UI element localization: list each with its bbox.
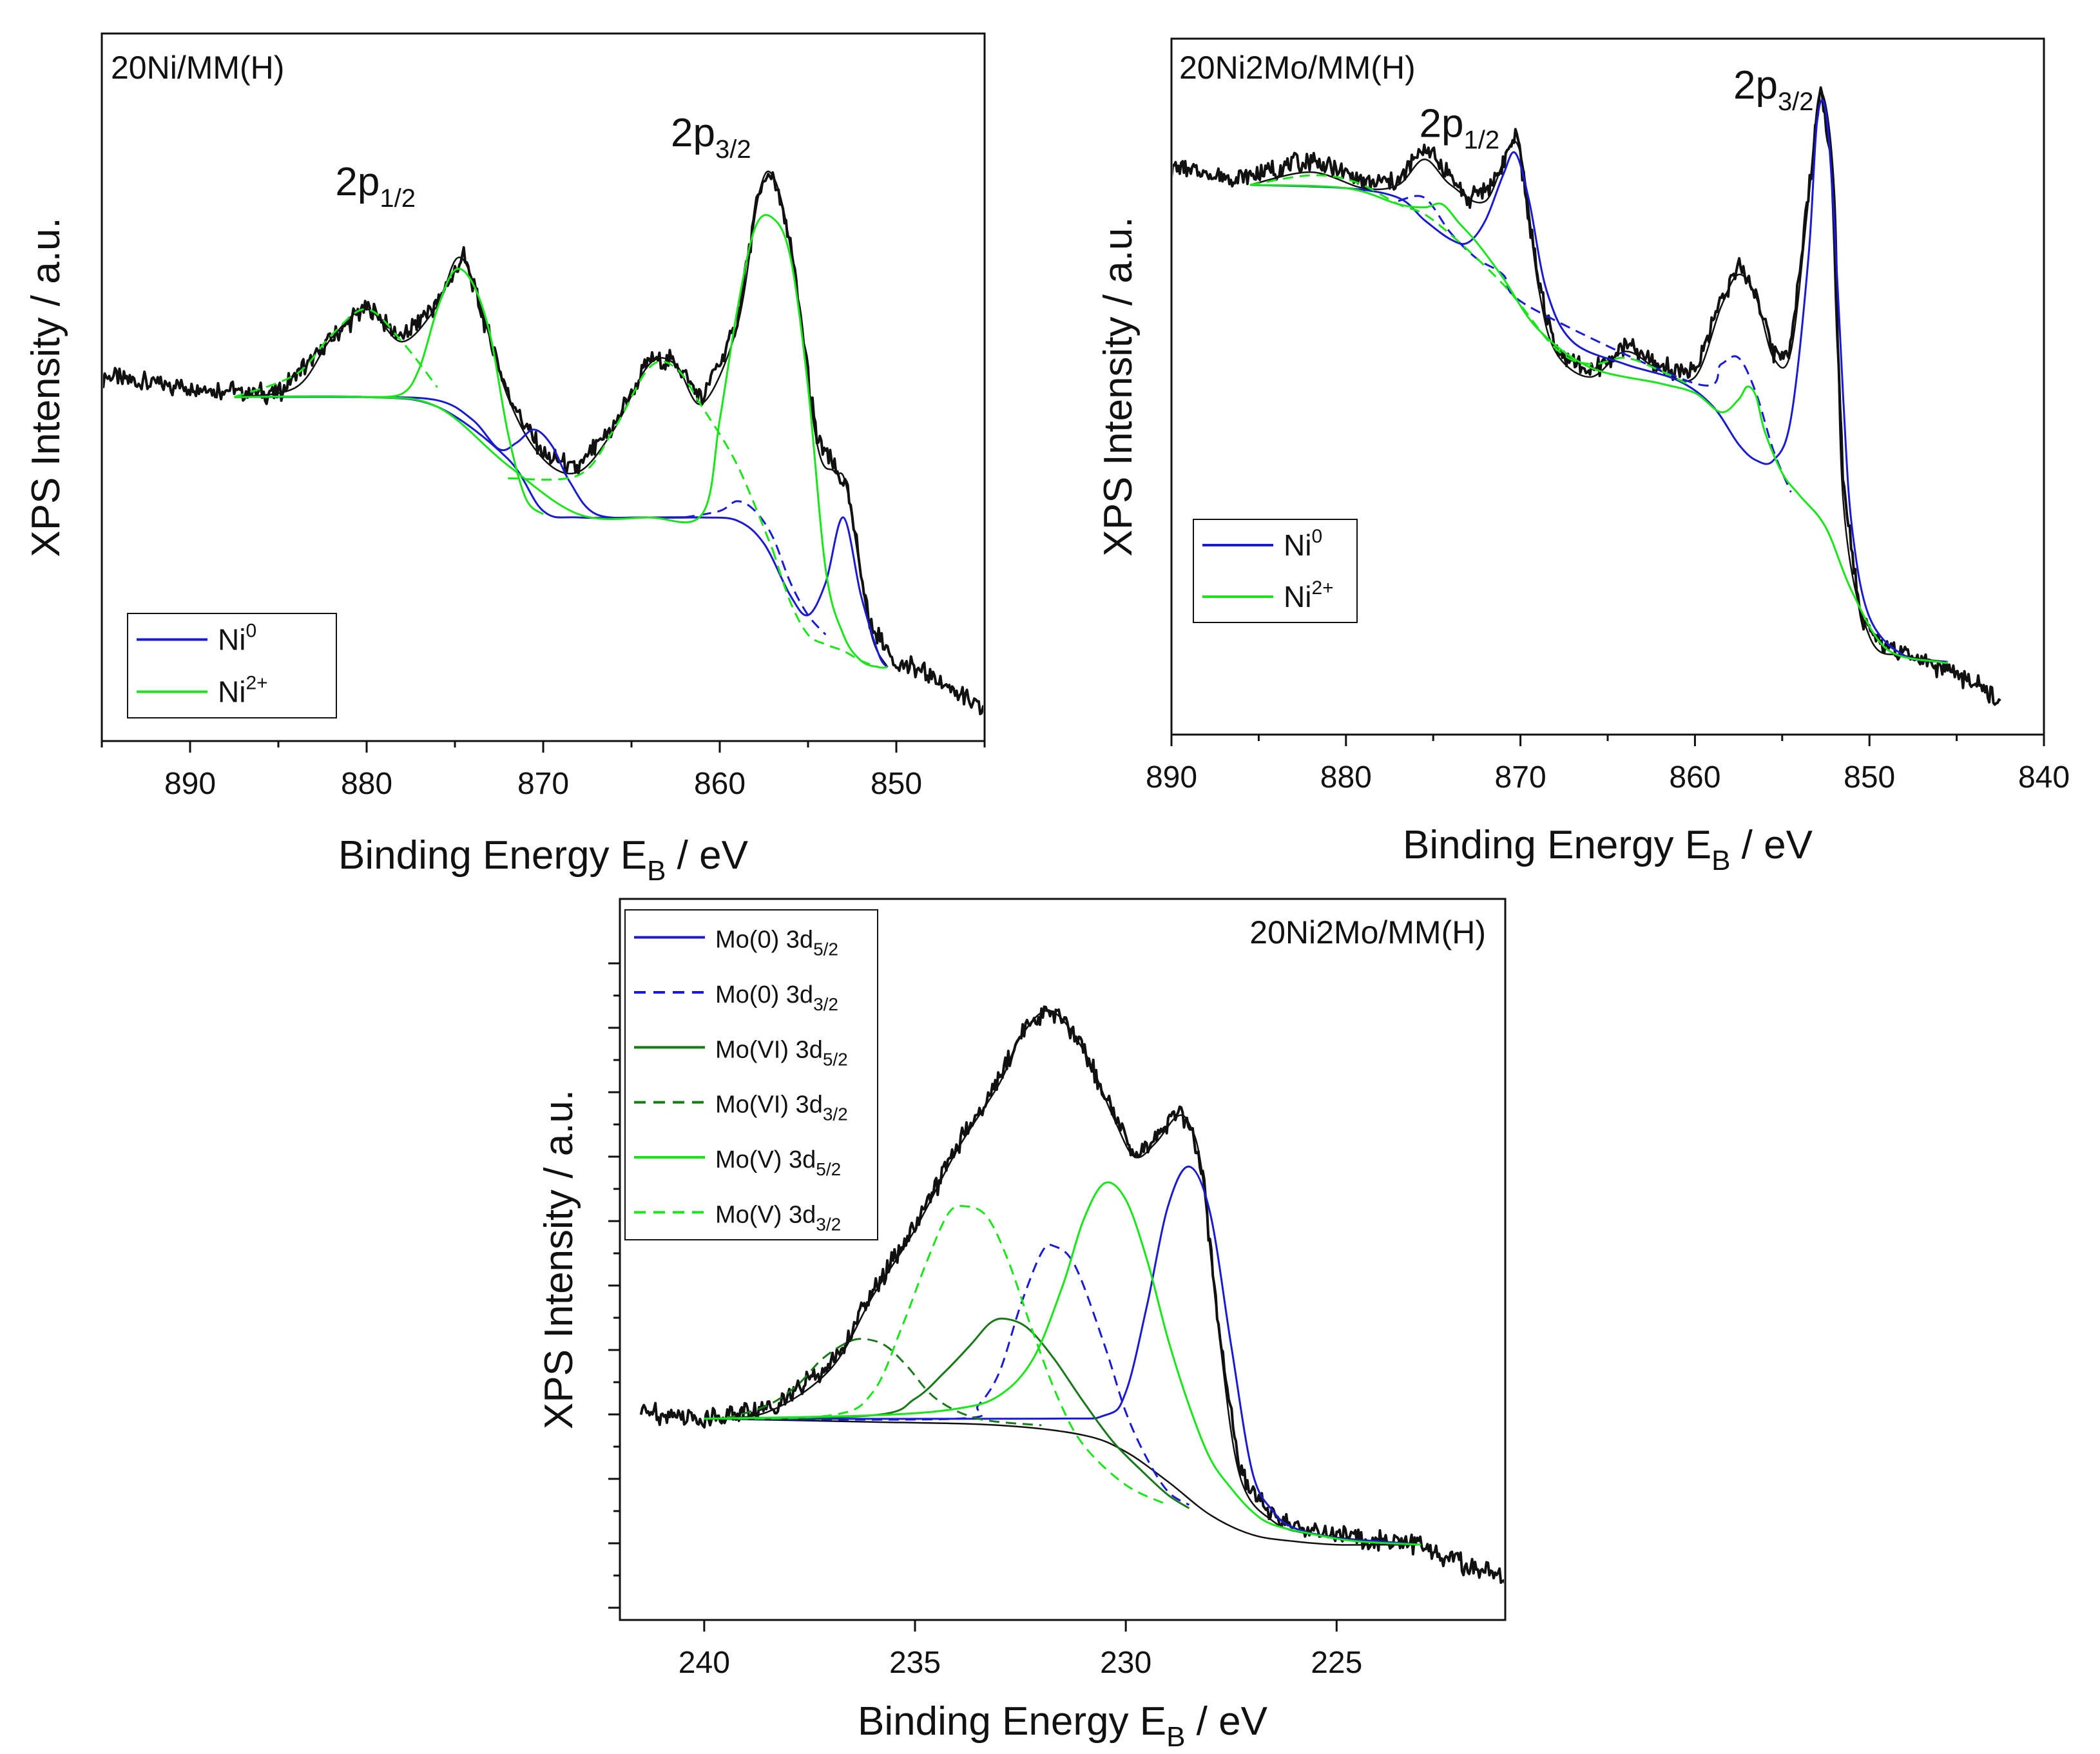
panel-title: 20Ni2Mo/MM(H): [1179, 50, 1416, 86]
legend-label: Ni2+: [1284, 577, 1334, 613]
x-tick-label: 850: [1844, 760, 1895, 795]
x-tick-label: 240: [679, 1646, 730, 1680]
peak-annotation: 2p1/2: [1420, 101, 1500, 154]
plot-frame: [1170, 37, 2045, 736]
legend-box: [127, 613, 337, 718]
legend-label: Mo(VI) 3d3/2: [715, 1092, 848, 1124]
x-axis-label-unit: / eV: [666, 833, 748, 878]
panel-mo-20ni2mo: 240 235 230 225 Binding Energy EB / eV XPS In…: [537, 898, 1507, 1753]
legend-label: Mo(V) 3d3/2: [715, 1201, 841, 1234]
legend-box: [1193, 519, 1358, 623]
series-line-ni2-sat-1: [233, 308, 438, 398]
legend-label: Ni2+: [218, 673, 268, 709]
series-line-mo-0-3d3-2: [704, 1244, 1190, 1506]
x-axis-label-text: Binding Energy E: [858, 1699, 1166, 1744]
x-tick-label: 880: [1320, 760, 1372, 795]
x-tick-label: 860: [694, 767, 746, 801]
legend-label: Mo(0) 3d5/2: [715, 927, 838, 959]
legend-box: [624, 909, 878, 1240]
x-tick-label: 230: [1100, 1646, 1151, 1680]
x-tick-label: 860: [1669, 760, 1720, 795]
x-tick-label: 890: [1146, 760, 1197, 795]
x-tick-label: 870: [1495, 760, 1546, 795]
series-line-ni2-satellite: [1249, 174, 1687, 385]
x-axis-label-text: Binding Energy E: [1403, 823, 1711, 867]
x-tick-label: 850: [871, 767, 922, 801]
peak-annotation: 2p3/2: [1733, 63, 1814, 116]
series-group: [1173, 86, 2001, 706]
legend-label: Ni0: [218, 621, 256, 657]
series-line-fit-envelope: [1249, 91, 1949, 663]
legend-label: Ni0: [1284, 526, 1322, 562]
x-axis-label: Binding Energy EB / eV: [858, 1699, 1268, 1753]
x-axis-label-unit: / eV: [1185, 1699, 1267, 1744]
series-line-ni2-sat-2: [508, 360, 774, 551]
x-axis-label: Binding Energy EB / eV: [338, 833, 749, 887]
series-group: [103, 170, 983, 715]
x-tick-label: 890: [164, 767, 216, 801]
legend-label: Mo(VI) 3d5/2: [715, 1036, 848, 1069]
series-line-ni0-2p1-2: [234, 396, 702, 519]
series-group: [639, 1005, 1504, 1585]
legend-label: Mo(0) 3d3/2: [715, 981, 838, 1014]
series-line-mo-v-3d5-2: [704, 1181, 1421, 1546]
x-axis-label: Binding Energy EB / eV: [1403, 823, 1813, 876]
series-line-experimental: [103, 171, 983, 715]
series-line-ni0-satellite: [684, 500, 827, 635]
legend: Ni0 Ni2+: [1193, 519, 1358, 623]
series-line-experimental: [1173, 86, 2001, 706]
series-line-fit-envelope: [234, 170, 889, 668]
x-axis-label-text: Binding Energy E: [338, 833, 647, 878]
peak-annotation: 2p3/2: [671, 111, 751, 164]
x-tick-label: 880: [341, 767, 392, 801]
panel-title: 20Ni2Mo/MM(H): [1249, 914, 1486, 950]
panel-ni-20ni2mo: 890 880 870 860 850 840 Binding Energy EB / eV…: [1096, 37, 2070, 876]
series-line-background: [704, 1418, 1421, 1546]
x-tick-label: 840: [2018, 760, 2070, 795]
x-axis-label-unit: / eV: [1730, 823, 1813, 867]
x-tick-label: 225: [1311, 1646, 1362, 1680]
series-line-ni0: [1249, 99, 1949, 663]
peak-annotation: 2p1/2: [335, 160, 416, 213]
series-line-ni2-2p1-2: [366, 267, 544, 516]
legend: Ni0 Ni2+: [127, 613, 337, 718]
x-tick-label: 235: [889, 1646, 941, 1680]
y-axis-label: XPS Intensity / a.u.: [24, 217, 68, 557]
y-axis-label: XPS Intensity / a.u.: [537, 1090, 581, 1429]
legend-label: Mo(V) 3d5/2: [715, 1146, 841, 1179]
x-axis-label-sub: B: [647, 855, 666, 887]
plot-frame: [619, 898, 1507, 1621]
series-line-mo-vi-3d5-2: [704, 1317, 1190, 1509]
series-line-mo-vi-3d3-2: [725, 1338, 1042, 1427]
panel-title: 20Ni/MM(H): [111, 50, 284, 86]
series-line-ni2-: [1249, 184, 1949, 664]
series-line-ni0-satellite: [1398, 195, 1792, 493]
series-line-mo-v-3d3-2: [704, 1204, 1169, 1506]
x-tick-label: 870: [517, 767, 569, 801]
x-axis-label-sub: B: [1711, 845, 1730, 876]
y-axis-label: XPS Intensity / a.u.: [1096, 217, 1141, 556]
x-axis-label-sub: B: [1166, 1721, 1185, 1753]
series-line-ni2-sat-3: [771, 550, 880, 668]
series-line-mo-0-3d5-2: [704, 1165, 1421, 1546]
series-line-fit-envelope: [704, 1010, 1421, 1546]
panel-ni-20ni: 890 880 870 860 850 Binding Energy EB / eV XPS…: [24, 32, 986, 887]
legend: Mo(0) 3d5/2 Mo(0) 3d3/2 Mo(VI) 3d5/2 Mo(VI)…: [624, 909, 878, 1240]
series-line-ni2-2p3-2: [234, 214, 888, 669]
